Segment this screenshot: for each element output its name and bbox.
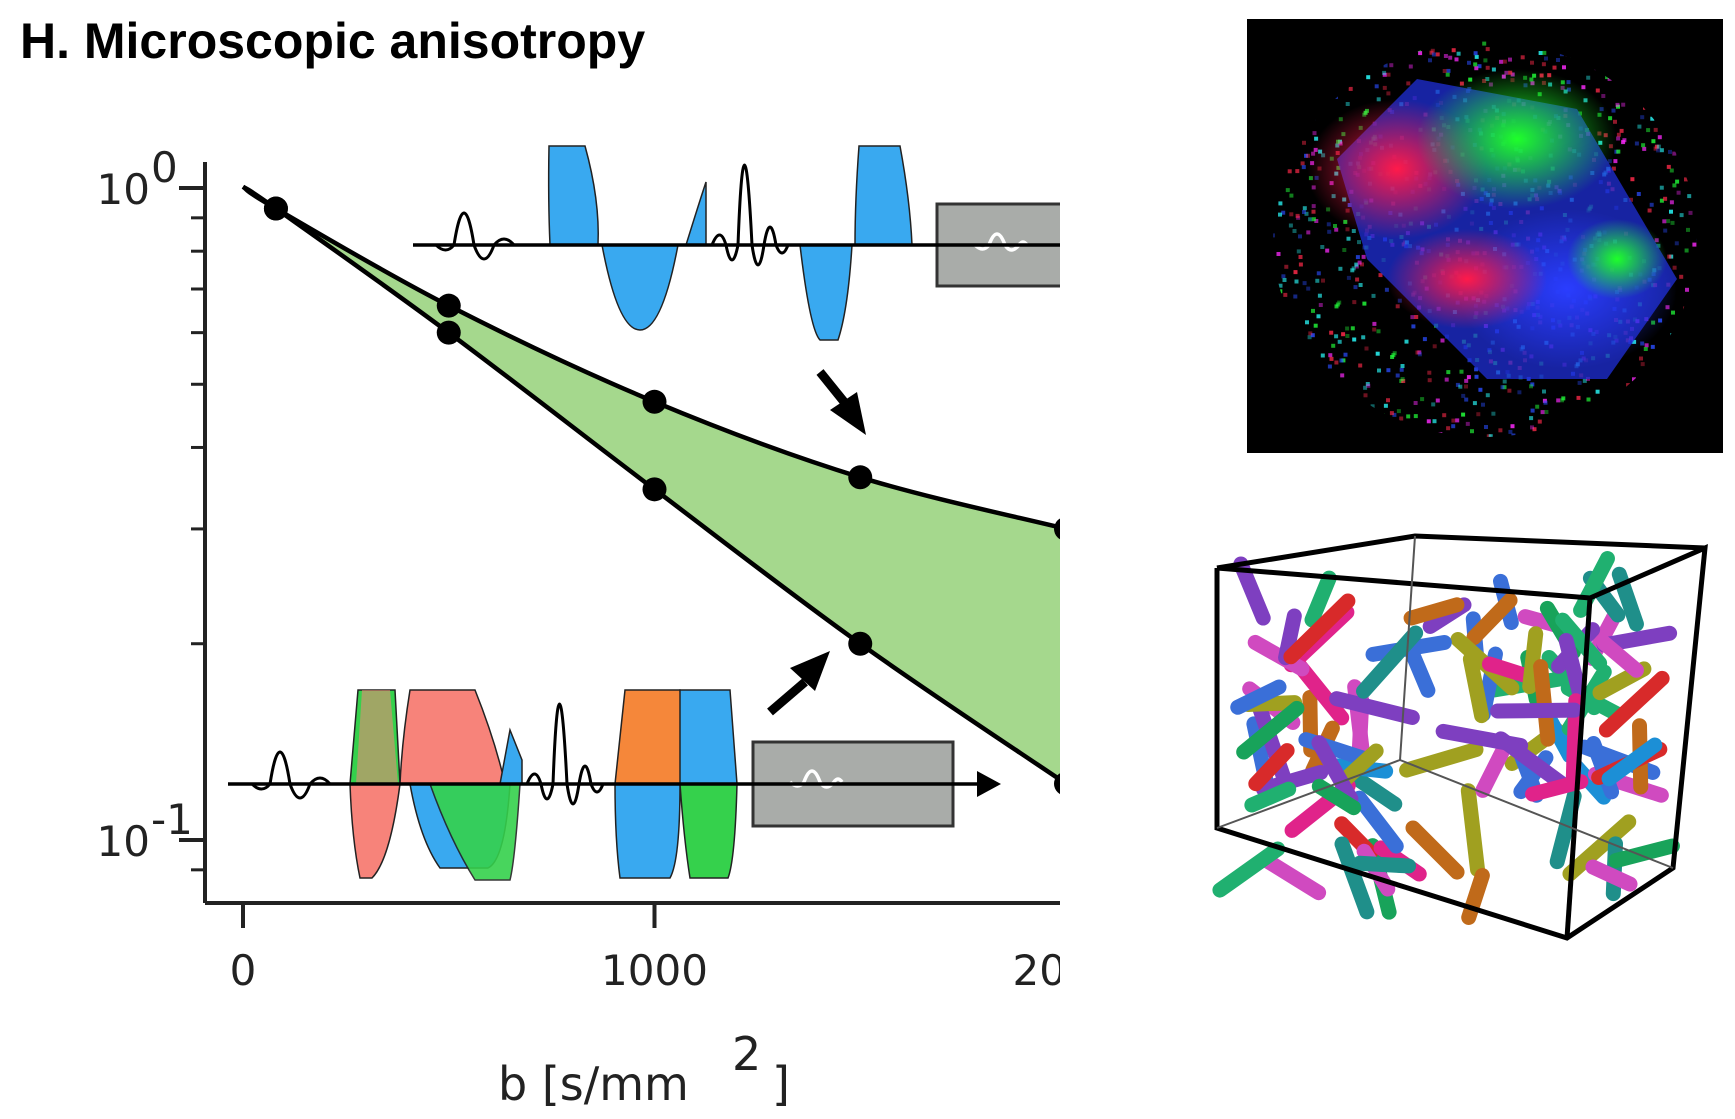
spherical-encoding-sequence-icon <box>228 689 1001 881</box>
signal-decay-chart: 01000200010010-1b [s/mm2] <box>97 143 1060 1111</box>
data-point-1-4 <box>1054 773 1060 795</box>
x-tick-label: 1000 <box>601 946 708 995</box>
data-point-0-3 <box>848 465 873 490</box>
x-tick-label: 0 <box>230 946 257 995</box>
y-tick-label: 10 <box>97 817 150 866</box>
data-point-1-0 <box>263 196 288 221</box>
y-tick-exponent: 0 <box>151 143 178 192</box>
x-axis-title: b [s/mm <box>498 1057 689 1111</box>
rods-in-cube-illustration <box>1212 533 1708 941</box>
y-tick-label: 10 <box>97 165 150 214</box>
x-tick-label: 2000 <box>1013 946 1060 995</box>
x-axis-title-superscript: 2 <box>732 1027 761 1081</box>
brain-fa-color-map-image <box>1247 19 1723 453</box>
linear-encoding-sequence-icon <box>413 145 1060 341</box>
panel-title: H. Microscopic anisotropy <box>20 13 646 69</box>
data-point-0-2 <box>642 389 667 414</box>
x-axis-title-suffix: ] <box>772 1057 790 1111</box>
data-point-1-1 <box>436 320 461 345</box>
arrow-upper-icon <box>816 369 866 435</box>
y-tick-exponent: -1 <box>151 795 193 844</box>
data-point-1-3 <box>848 631 873 656</box>
data-point-0-4 <box>1054 518 1060 540</box>
data-point-0-1 <box>436 293 461 318</box>
data-point-1-2 <box>642 477 667 502</box>
arrow-lower-icon <box>767 651 830 716</box>
